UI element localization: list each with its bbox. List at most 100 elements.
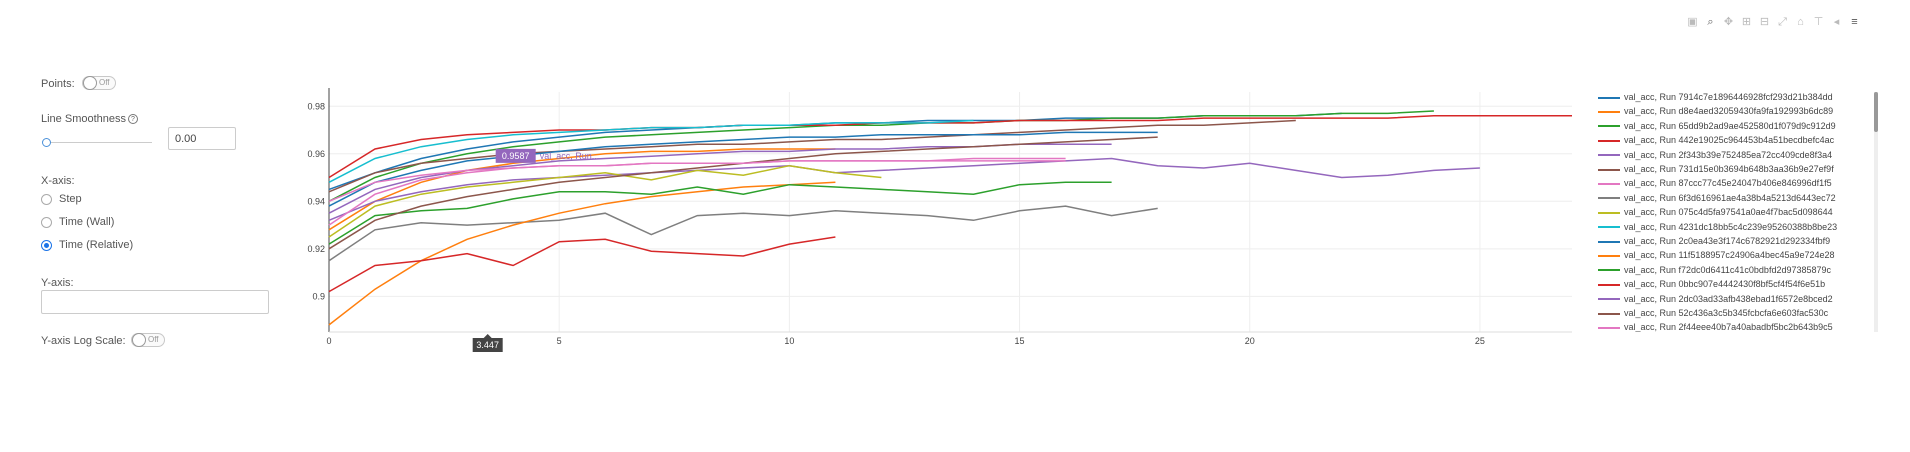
series-line[interactable] xyxy=(328,119,974,183)
legend-item[interactable]: val_acc, Run 0bbc907e4442430f8bf5cf4f54f… xyxy=(1598,279,1825,293)
y-tick-label: 0.92 xyxy=(307,244,325,254)
legend-swatch xyxy=(1598,96,1620,99)
legend-scrollbar[interactable] xyxy=(1874,92,1878,332)
tooltip-value-box xyxy=(495,148,536,163)
yaxis-input[interactable] xyxy=(41,290,269,314)
xaxis-option-time-relative[interactable]: Time (Relative) xyxy=(59,239,134,251)
help-icon[interactable]: ? xyxy=(128,114,138,124)
x-hover-box xyxy=(472,338,503,352)
legend-item[interactable]: val_acc, Run 11f5188957c24906a4bec45a9e7… xyxy=(1598,250,1835,264)
points-toggle-text: Off xyxy=(99,78,110,87)
legend-item[interactable]: val_acc, Run 442e19025c964453b4a51becdbe… xyxy=(1598,135,1834,149)
series-line[interactable] xyxy=(328,131,1158,207)
legend-swatch xyxy=(1598,125,1620,128)
line-chart: 0.9 0.92 0.94 0.96 0.98 0 5 10 15 20 25 0.9587 val_a… xyxy=(307,88,1572,352)
legend-label: val_acc, Run d8e4aed32059430fa9fa192993b… xyxy=(1624,106,1834,117)
series-line[interactable] xyxy=(328,110,1434,202)
series-line[interactable] xyxy=(328,181,836,326)
x-tick-label: 15 xyxy=(1015,336,1025,346)
legend-label: val_acc, Run 2dc03ad33afb438ebad1f6572e8… xyxy=(1624,293,1833,304)
xaxis-radio-time-wall[interactable] xyxy=(41,217,52,228)
series-line[interactable] xyxy=(328,157,1480,221)
legend-label: val_acc, Run 52c436a3c5b345fcbcfa6e603fa… xyxy=(1624,308,1829,318)
legend-item[interactable]: val_acc, Run 52c436a3c5b345fcbcfa6e603fa… xyxy=(1598,308,1828,322)
points-toggle[interactable]: Off xyxy=(82,76,116,90)
series-line[interactable] xyxy=(328,115,1572,179)
camera-icon[interactable]: ▣ xyxy=(1687,16,1698,28)
series-line[interactable] xyxy=(328,148,836,231)
spike-lines-icon[interactable]: ⊤ xyxy=(1813,16,1824,28)
xaxis-radio-step[interactable] xyxy=(41,194,52,205)
series-line[interactable] xyxy=(328,181,1112,245)
y-tick-label: 0.9 xyxy=(312,291,325,301)
hover-closest-icon[interactable]: ◂ xyxy=(1833,16,1840,28)
legend-swatch xyxy=(1598,168,1620,171)
legend-item[interactable]: val_acc, Run f72dc0d6411c41c0bdbfd2d9738… xyxy=(1598,265,1831,279)
legend-item[interactable]: val_acc, Run 2f343b39e752485ea72cc409cde… xyxy=(1598,150,1832,164)
points-label: Points: xyxy=(41,78,75,90)
ylog-toggle-text: Off xyxy=(148,335,159,344)
legend-item[interactable]: val_acc, Run 65dd9b2ad9ae452580d1f079d9c… xyxy=(1598,121,1836,135)
x-tick-label: 0 xyxy=(326,336,331,346)
xaxis-option-time-wall[interactable]: Time (Wall) xyxy=(59,216,115,228)
xaxis-option-step[interactable]: Step xyxy=(59,193,82,205)
zoom-icon[interactable]: ⌕ xyxy=(1707,16,1714,28)
series-line[interactable] xyxy=(328,160,1066,202)
legend-label: val_acc, Run 2f44eee40b7a40abadbf5bc2b64… xyxy=(1624,322,1833,332)
legend-label: val_acc, Run 11f5188957c24906a4bec45a9e7… xyxy=(1624,250,1835,261)
zoom-out-icon[interactable]: ⊟ xyxy=(1759,16,1770,28)
legend-swatch xyxy=(1598,111,1620,114)
legend-swatch xyxy=(1598,283,1620,286)
series-line[interactable] xyxy=(328,143,1112,214)
legend-item[interactable]: val_acc, Run 87ccc77c45e24047b406e846996… xyxy=(1598,178,1832,192)
series-line[interactable] xyxy=(328,205,1158,262)
chart-legend: val_acc, Run 7914c7e1896446928fcf293d21b… xyxy=(1598,92,1888,332)
legend-item[interactable]: val_acc, Run 6f3d616961ae4a38b4a5213d644… xyxy=(1598,193,1836,207)
xaxis-radio-time-relative[interactable] xyxy=(41,240,52,251)
ylog-toggle[interactable]: Off xyxy=(131,333,165,347)
legend-item[interactable]: val_acc, Run 731d15e0b3694b648b3aa36b9e2… xyxy=(1598,164,1834,178)
legend-label: val_acc, Run 6f3d616961ae4a38b4a5213d644… xyxy=(1624,192,1836,203)
yaxis-label: Y-axis: xyxy=(41,277,74,289)
legend-item[interactable]: val_acc, Run 2c0ea43e3f174c6782921d29233… xyxy=(1598,236,1830,250)
ylog-label: Y-axis Log Scale: xyxy=(41,335,126,347)
smoothness-label: Line Smoothness xyxy=(41,113,126,125)
x-tick-label: 25 xyxy=(1475,336,1485,346)
legend-swatch xyxy=(1598,154,1620,157)
legend-swatch xyxy=(1598,269,1620,272)
legend-swatch xyxy=(1598,197,1620,200)
legend-item[interactable]: val_acc, Run 7914c7e1896446928fcf293d21b… xyxy=(1598,92,1833,106)
series-line[interactable] xyxy=(328,236,836,293)
legend-swatch xyxy=(1598,327,1620,330)
series-line[interactable] xyxy=(328,119,1296,193)
legend-label: val_acc, Run 0bbc907e4442430f8bf5cf4f54f… xyxy=(1624,279,1826,290)
legend-label: val_acc, Run 2c0ea43e3f174c6782921d29233… xyxy=(1624,236,1831,246)
smoothness-slider-handle[interactable] xyxy=(42,138,51,147)
zoom-in-icon[interactable]: ⊞ xyxy=(1741,16,1752,28)
legend-label: val_acc, Run 7914c7e1896446928fcf293d21b… xyxy=(1624,92,1833,102)
autoscale-icon[interactable]: ⤢ xyxy=(1778,16,1787,28)
series-line[interactable] xyxy=(328,164,882,238)
legend-swatch xyxy=(1598,240,1620,243)
hover-compare-icon[interactable]: ≡ xyxy=(1851,16,1858,28)
x-tick-label: 20 xyxy=(1245,336,1255,346)
reset-axes-icon[interactable]: ⌂ xyxy=(1797,16,1804,28)
legend-item[interactable]: val_acc, Run d8e4aed32059430fa9fa192993b… xyxy=(1598,106,1833,120)
y-tick-label: 0.96 xyxy=(307,149,325,159)
legend-item[interactable]: val_acc, Run 075c4d5fa97541a0ae4f7bac5d0… xyxy=(1598,207,1833,221)
legend-label: val_acc, Run 731d15e0b3694b648b3aa36b9e2… xyxy=(1624,164,1834,174)
legend-label: val_acc, Run 442e19025c964453b4a51becdbe… xyxy=(1624,135,1835,146)
legend-label: val_acc, Run 075c4d5fa97541a0ae4f7bac5d0… xyxy=(1624,207,1833,218)
xaxis-label: X-axis: xyxy=(41,175,75,187)
smoothness-input[interactable] xyxy=(168,127,236,150)
smoothness-slider-track[interactable] xyxy=(46,142,152,143)
legend-item[interactable]: val_acc, Run 2dc03ad33afb438ebad1f6572e8… xyxy=(1598,294,1833,308)
legend-item[interactable]: val_acc, Run 2f44eee40b7a40abadbf5bc2b64… xyxy=(1598,322,1833,332)
legend-swatch xyxy=(1598,226,1620,229)
x-tick-label: 5 xyxy=(557,336,562,346)
legend-item[interactable]: val_acc, Run 4231dc18bb5c4c239e95260388b… xyxy=(1598,222,1837,236)
legend-label: val_acc, Run 4231dc18bb5c4c239e95260388b… xyxy=(1624,221,1838,232)
legend-scrollbar-thumb[interactable] xyxy=(1874,92,1878,132)
pan-icon[interactable]: ✥ xyxy=(1723,16,1734,28)
x-tick-label: 10 xyxy=(784,336,794,346)
